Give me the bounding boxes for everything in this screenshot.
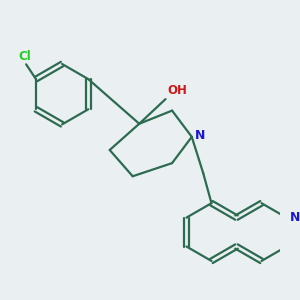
Text: OH: OH [167, 85, 187, 98]
Text: N: N [290, 211, 300, 224]
Text: N: N [195, 129, 206, 142]
Text: Cl: Cl [18, 50, 31, 63]
